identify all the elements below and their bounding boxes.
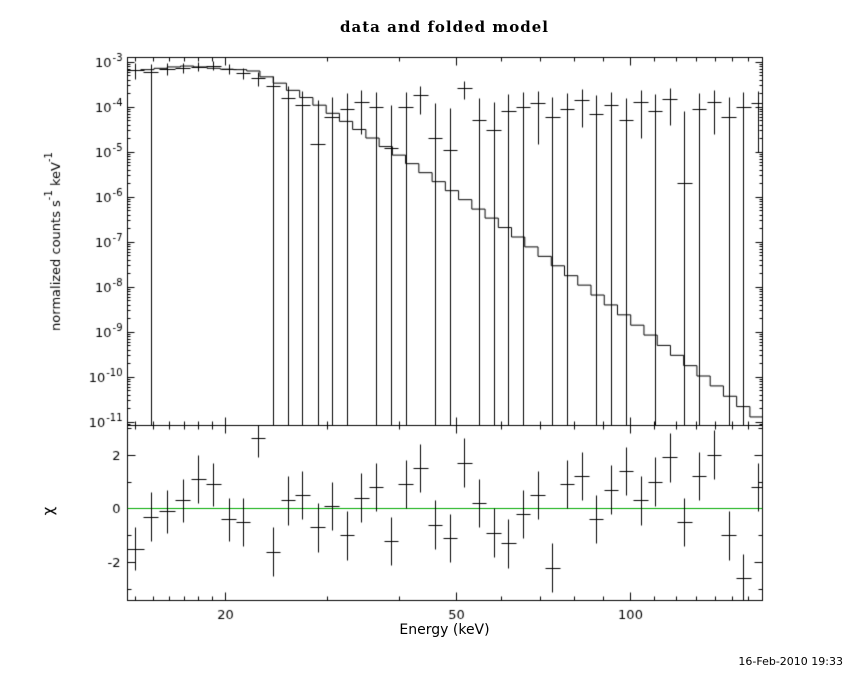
chi-axis-label: χ [39, 506, 58, 516]
plot-timestamp: 16-Feb-2010 19:33 [738, 655, 843, 668]
x-axis-label: Energy (keV) [399, 622, 490, 638]
